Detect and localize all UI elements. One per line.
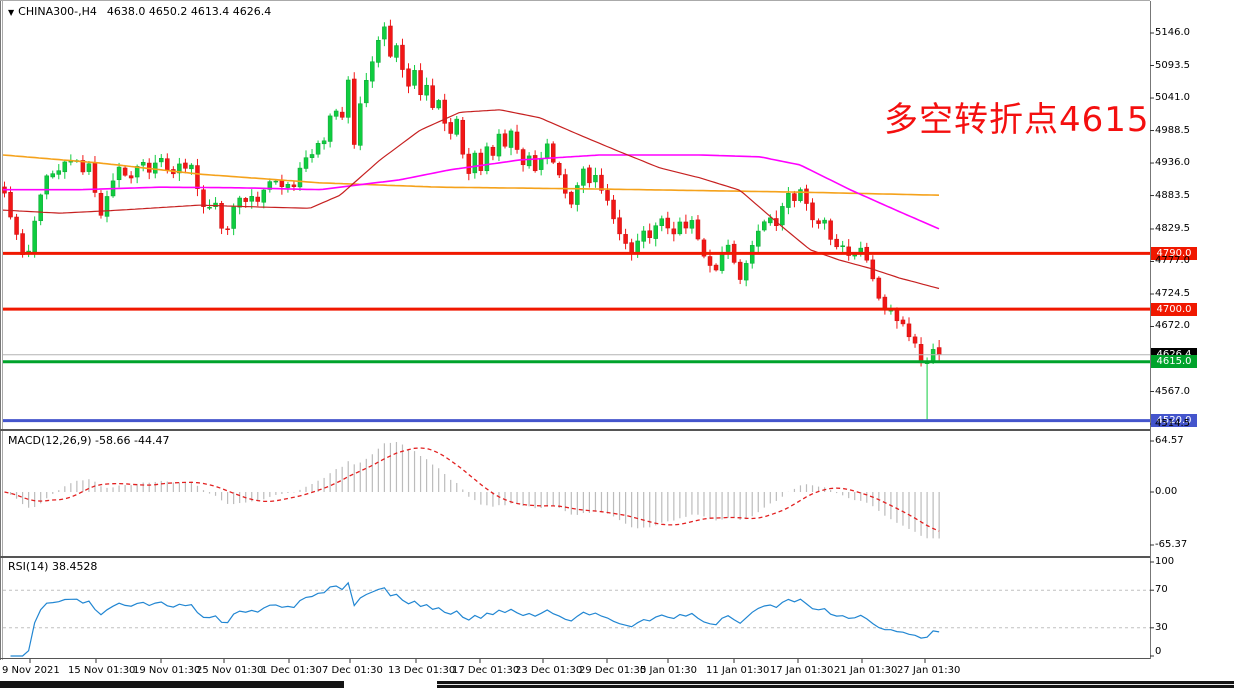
rsi-axis-label: 70 [1155,584,1168,596]
time-axis-label: 7 Dec 01:30 [322,665,383,676]
macd-axis-label: -65.37 [1155,539,1188,550]
time-axis-label: 13 Dec 01:30 [388,665,456,676]
price-axis-label: 5146.0 [1155,27,1190,38]
annotation-text: 多空转折点4615 [884,100,1150,140]
macd-pane-label: MACD(12,26,9) -58.66 -44.47 [8,434,170,447]
taskbar-segment-right[interactable] [437,681,1234,688]
price-axis-label: 4672.0 [1155,320,1190,332]
time-axis-label: 21 Jan 01:30 [834,665,898,676]
time-axis-label: 29 Dec 01:30 [579,665,647,676]
time-axis-label: 19 Nov 01:30 [133,665,201,676]
ma-slow-orange [2,154,940,196]
price-axis-label: 4567.0 [1155,385,1190,397]
price-level-badge: 4520.0 [1151,414,1197,428]
time-axis-label: 27 Jan 01:30 [897,665,961,676]
price-axis-label: 5093.5 [1155,59,1190,71]
ma-fast-darkred [2,109,940,290]
time-axis-label: 9 Nov 2021 [2,665,60,676]
ma-mid-magenta [3,154,940,230]
time-axis-label: 23 Dec 01:30 [515,665,583,676]
price-level-badge: 4700.0 [1151,302,1197,316]
price-axis-label: 5041.0 [1155,92,1190,103]
time-axis-label: 17 Jan 01:30 [770,665,834,676]
rsi-axis-label: 0 [1155,646,1162,657]
price-level-badge: 4615.0 [1151,355,1197,369]
price-axis-label: 4724.5 [1155,287,1190,299]
price-axis-label: 4988.5 [1155,124,1190,136]
rsi-pane-label: RSI(14) 38.4528 [8,560,98,573]
time-axis-label: 11 Jan 01:30 [706,665,770,676]
taskbar-segment-left[interactable] [0,681,344,688]
price-axis-label: 4829.5 [1155,222,1190,234]
title-ohlc-values: 4638.0 4650.2 4613.4 4626.4 [106,5,272,18]
rsi-axis-label: 100 [1155,556,1175,567]
price-axis-label: 4883.5 [1155,189,1190,201]
price-axis-label: 4514.5 [1155,418,1190,430]
macd-axis-label: 0.00 [1155,486,1178,497]
time-axis-label: 1 Dec 01:30 [261,665,322,676]
price-level-badge: 4790.0 [1151,246,1197,260]
time-axis-label: 17 Dec 01:30 [452,665,520,676]
time-axis-label: 25 Nov 01:30 [196,665,264,676]
time-axis-label: 5 Jan 01:30 [640,665,697,676]
rsi-axis-label: 30 [1155,621,1168,633]
time-axis-label: 15 Nov 01:30 [68,665,136,676]
price-axis-label: 4777.0 [1155,255,1190,267]
symbol-dropdown-icon[interactable]: ▼ [8,8,15,17]
symbol-period-label[interactable]: CHINA300-,H4 [18,5,97,18]
macd-axis-label: 64.57 [1155,435,1184,446]
price-axis-label: 4936.0 [1155,157,1190,169]
chart-title-bar: ▼ CHINA300-,H4 4638.0 4650.2 4613.4 4626.4 [8,5,271,18]
